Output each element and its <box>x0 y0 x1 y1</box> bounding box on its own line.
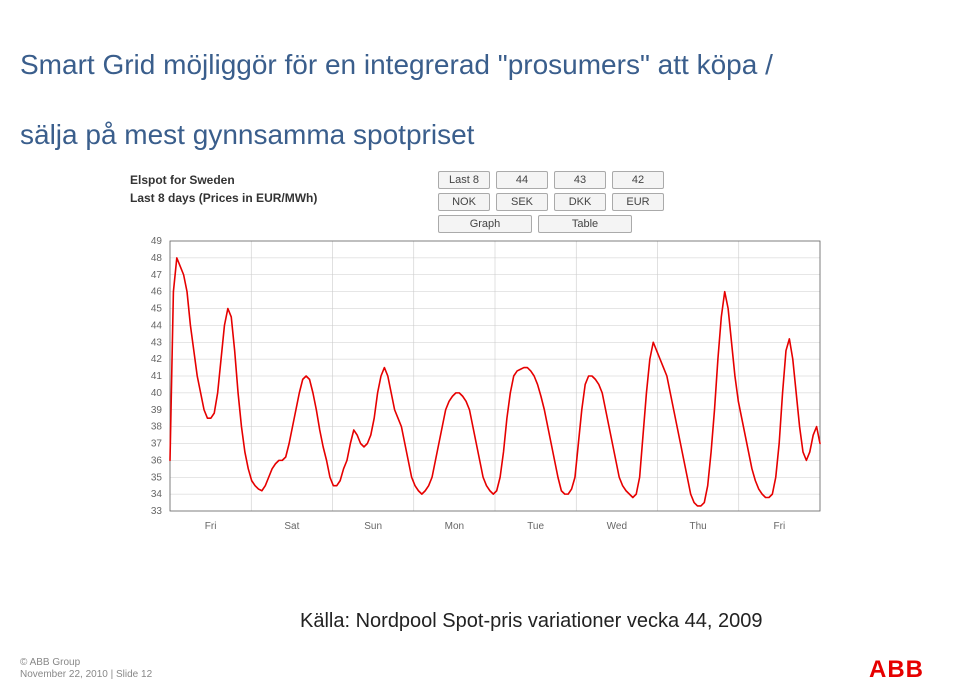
currency-nok-button[interactable]: NOK <box>438 193 490 211</box>
chart-meta-line1: Elspot for Sweden <box>130 171 317 189</box>
currency-sek-button[interactable]: SEK <box>496 193 548 211</box>
svg-text:Fri: Fri <box>205 521 217 532</box>
period-44-button[interactable]: 44 <box>496 171 548 189</box>
chart-controls: Last 8 44 43 42 NOK SEK DKK EUR Graph Ta… <box>438 171 664 237</box>
view-table-button[interactable]: Table <box>538 215 632 233</box>
period-42-button[interactable]: 42 <box>612 171 664 189</box>
svg-text:Mon: Mon <box>445 521 464 532</box>
footer: © ABB Group November 22, 2010 | Slide 12 <box>20 657 152 681</box>
svg-text:33: 33 <box>151 506 163 517</box>
svg-text:41: 41 <box>151 371 163 382</box>
svg-text:43: 43 <box>151 337 163 348</box>
abb-logo: ABB <box>865 655 935 683</box>
svg-text:Tue: Tue <box>527 521 544 532</box>
svg-text:Wed: Wed <box>607 521 627 532</box>
svg-text:45: 45 <box>151 304 163 315</box>
svg-text:ABB: ABB <box>869 656 924 683</box>
svg-text:Sun: Sun <box>364 521 382 532</box>
svg-text:46: 46 <box>151 287 163 298</box>
svg-text:36: 36 <box>151 455 163 466</box>
view-graph-button[interactable]: Graph <box>438 215 532 233</box>
svg-text:44: 44 <box>151 320 163 331</box>
svg-text:47: 47 <box>151 270 163 281</box>
chart-svg: 33 34 35 36 37 38 39 40 41 42 43 44 45 46 47 48 49 Fri Sat… <box>130 235 830 545</box>
svg-text:Fri: Fri <box>774 521 786 532</box>
footer-copyright: © ABB Group <box>20 657 152 669</box>
svg-text:40: 40 <box>151 388 163 399</box>
svg-text:48: 48 <box>151 253 163 264</box>
title-line-1: Smart Grid möjliggör för en integrerad "… <box>20 49 773 80</box>
svg-text:42: 42 <box>151 354 163 365</box>
abb-logo-svg: ABB <box>865 655 935 683</box>
controls-row-view: Graph Table <box>438 215 664 233</box>
svg-text:Sat: Sat <box>284 521 299 532</box>
chart-meta-line2: Last 8 days (Prices in EUR/MWh) <box>130 189 317 207</box>
svg-text:34: 34 <box>151 489 163 500</box>
period-last8-button[interactable]: Last 8 <box>438 171 490 189</box>
svg-text:49: 49 <box>151 236 163 247</box>
svg-text:35: 35 <box>151 472 163 483</box>
chart-meta: Elspot for Sweden Last 8 days (Prices in… <box>130 171 317 207</box>
currency-eur-button[interactable]: EUR <box>612 193 664 211</box>
controls-row-currency: NOK SEK DKK EUR <box>438 193 664 211</box>
controls-row-period: Last 8 44 43 42 <box>438 171 664 189</box>
slide-title: Smart Grid möjliggör för en integrerad "… <box>20 12 939 152</box>
period-43-button[interactable]: 43 <box>554 171 606 189</box>
chart-caption: Källa: Nordpool Spot-pris variationer ve… <box>300 610 762 633</box>
svg-text:39: 39 <box>151 405 163 416</box>
footer-date-slide: November 22, 2010 | Slide 12 <box>20 669 152 681</box>
currency-dkk-button[interactable]: DKK <box>554 193 606 211</box>
svg-text:Thu: Thu <box>690 521 707 532</box>
svg-text:38: 38 <box>151 422 163 433</box>
svg-text:37: 37 <box>151 439 163 450</box>
price-chart: 33 34 35 36 37 38 39 40 41 42 43 44 45 46 47 48 49 Fri Sat… <box>130 235 830 545</box>
title-line-2: sälja på mest gynnsamma spotpriset <box>20 119 474 150</box>
